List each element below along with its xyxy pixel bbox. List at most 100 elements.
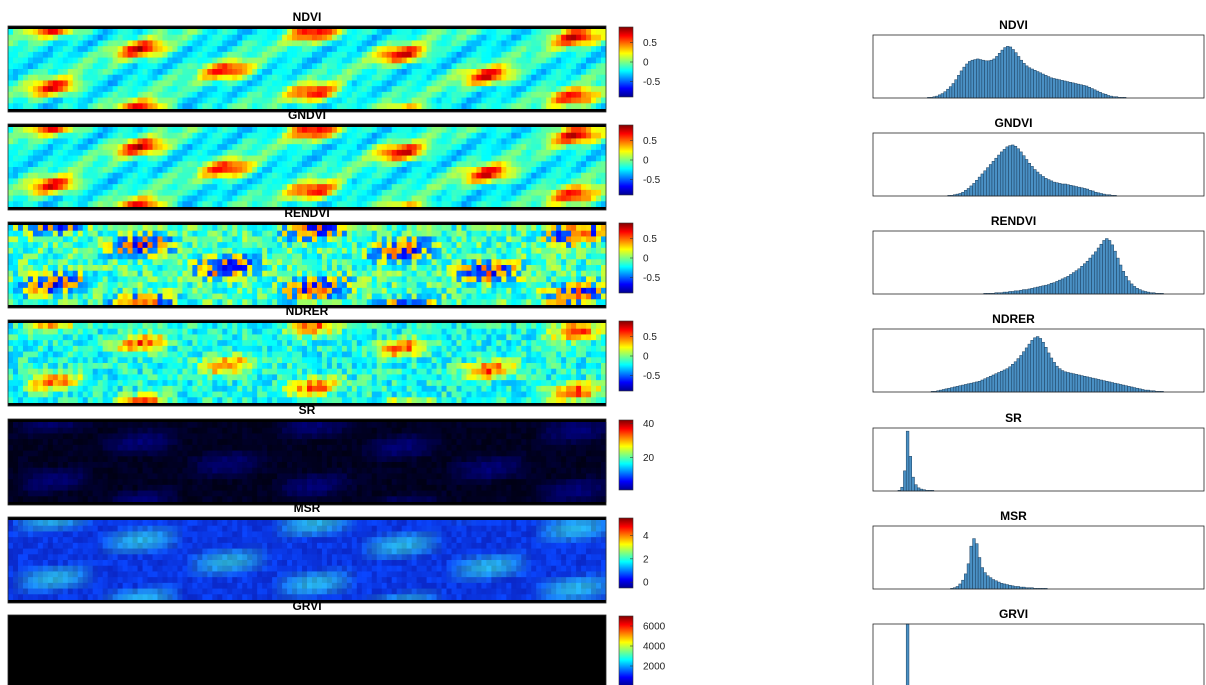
histogram-gndvi: GNDVI <box>872 116 1205 197</box>
histogram-bar-rendvi <box>1116 257 1120 295</box>
histogram-bar-ndvi <box>940 93 945 99</box>
histogram-bar-ndvi <box>1076 83 1081 99</box>
colorbar-tick-ndvi: 0.5 <box>643 38 657 49</box>
histogram-bar-gndvi <box>1008 145 1012 197</box>
histogram-bar-ndrer <box>1066 372 1070 393</box>
histogram-bar-ndvi <box>957 75 961 99</box>
histogram-bar-rendvi <box>1105 238 1109 295</box>
histogram-bar-ndvi <box>948 86 953 99</box>
histogram-sr: SR <box>872 411 1205 492</box>
histogram-bar-ndvi <box>970 59 974 99</box>
histogram-bar-rendvi <box>1041 285 1045 295</box>
histogram-bar-ndvi <box>1000 49 1004 99</box>
histogram-bar-msr <box>966 563 971 590</box>
colorbar-tick-rendvi: 0.5 <box>643 234 657 245</box>
histogram-bar-gndvi <box>1049 180 1054 197</box>
histogram-bar-ndvi <box>1057 79 1062 99</box>
colorbar-grvi: 6000 4000 2000 <box>618 615 666 685</box>
histogram-bar-ndvi <box>1038 72 1042 99</box>
histogram-bar-ndvi <box>962 66 966 99</box>
histogram-bar-rendvi <box>1094 251 1098 295</box>
histogram-bar-ndvi <box>1095 90 1100 99</box>
histogram-bar-rendvi <box>1132 286 1137 295</box>
histogram-bar-rendvi <box>1027 288 1031 295</box>
histogram-bar-gndvi <box>1088 190 1092 197</box>
colorbar-tick-ndvi: 0 <box>643 58 649 69</box>
colorbar-tick-gndvi: 0.5 <box>643 136 657 147</box>
histogram-bar-rendvi <box>1060 278 1065 295</box>
histogram-bar-rendvi <box>1019 289 1023 295</box>
histogram-bar-ndvi <box>1087 87 1091 99</box>
histogram-title-ndvi: NDVI <box>999 18 1028 32</box>
image-panel-grvi: GRVI <box>7 599 607 685</box>
histogram-bar-ndvi <box>1049 77 1053 99</box>
histogram-bar-ndrer <box>1019 355 1023 393</box>
histogram-bar-msr <box>972 538 976 590</box>
histogram-bar-ndrer <box>1038 338 1043 393</box>
histogram-bar-ndvi <box>1016 56 1021 99</box>
histogram-bar-gndvi <box>1044 178 1048 197</box>
histogram-bar-rendvi <box>1030 288 1034 295</box>
histogram-bar-gndvi <box>975 180 979 197</box>
histogram-bar-ndvi <box>1063 80 1067 99</box>
histogram-bar-gndvi <box>1074 186 1078 197</box>
histogram-bar-gndvi <box>1096 192 1101 197</box>
image-panel-gndvi: GNDVI <box>7 108 607 211</box>
histogram-bar-ndrer <box>997 372 1001 393</box>
histogram-axes-grvi <box>872 623 1205 685</box>
histogram-bar-gndvi <box>994 157 998 197</box>
histogram-bar-rendvi <box>1049 283 1054 295</box>
histogram-bar-ndrer <box>1002 369 1007 393</box>
colorbar-tick-gndvi: -0.5 <box>643 175 661 186</box>
histogram-bar-ndvi <box>995 56 999 99</box>
colorbar-tick-sr: 20 <box>643 453 655 464</box>
histogram-bar-rendvi <box>1130 283 1134 295</box>
histogram-bar-ndvi <box>1079 84 1083 99</box>
histogram-bar-ndrer <box>1055 365 1059 393</box>
histogram-bar-rendvi <box>1058 279 1062 295</box>
histogram-bar-ndrer <box>1080 375 1084 393</box>
histogram-bar-gndvi <box>1027 162 1031 197</box>
histogram-bar-ndrer <box>1083 376 1087 393</box>
colorbar-gndvi: 0.5 0 -0.5 <box>618 124 661 196</box>
histogram-bar-ndrer <box>950 387 954 393</box>
histogram-bar-rendvi <box>1016 290 1020 295</box>
histogram-bar-gndvi <box>1013 145 1018 197</box>
histogram-bar-ndrer <box>1060 370 1065 393</box>
histogram-bar-ndvi <box>1101 93 1105 99</box>
histogram-bar-rendvi <box>1107 240 1112 295</box>
histogram-bar-ndrer <box>1049 357 1054 393</box>
histogram-bar-ndvi <box>992 58 996 99</box>
histogram-bar-ndrer <box>1041 341 1045 393</box>
histogram-bar-ndrer <box>1121 384 1126 393</box>
histogram-bar-rendvi <box>1033 287 1037 295</box>
histogram-bar-gndvi <box>1022 155 1026 197</box>
histogram-bar-sr <box>903 470 907 492</box>
histogram-bar-ndrer <box>1107 381 1112 393</box>
histogram-bar-ndvi <box>1027 67 1032 99</box>
histogram-bar-gndvi <box>980 173 984 197</box>
histogram-bar-rendvi <box>1102 240 1106 295</box>
histogram-bar-ndvi <box>1036 71 1040 99</box>
histogram-bar-ndvi <box>997 53 1002 99</box>
colorbar-tick-grvi: 6000 <box>643 622 666 633</box>
histogram-bar-rendvi <box>1066 276 1070 295</box>
histogram-bar-rendvi <box>1110 244 1114 295</box>
histogram-bar-ndrer <box>1077 374 1081 393</box>
histogram-bar-ndvi <box>981 59 985 99</box>
histogram-ndvi: NDVI <box>872 18 1205 99</box>
histogram-axes-msr <box>872 525 1205 590</box>
histogram-bar-ndrer <box>947 387 951 393</box>
histogram-bar-gndvi <box>972 183 976 197</box>
histogram-bar-ndrer <box>1116 383 1120 393</box>
colorbar-tick-ndrer: 0.5 <box>643 332 657 343</box>
image-panel-ndvi: NDVI <box>7 10 607 113</box>
histogram-bar-ndrer <box>1102 380 1106 393</box>
histogram-title-grvi: GRVI <box>999 607 1028 621</box>
histogram-bar-ndrer <box>1094 378 1098 393</box>
histogram-bar-ndvi <box>1060 80 1064 99</box>
histogram-bar-gndvi <box>1016 148 1020 197</box>
histogram-bar-ndvi <box>976 58 980 99</box>
histogram-bar-ndrer <box>1118 384 1123 393</box>
